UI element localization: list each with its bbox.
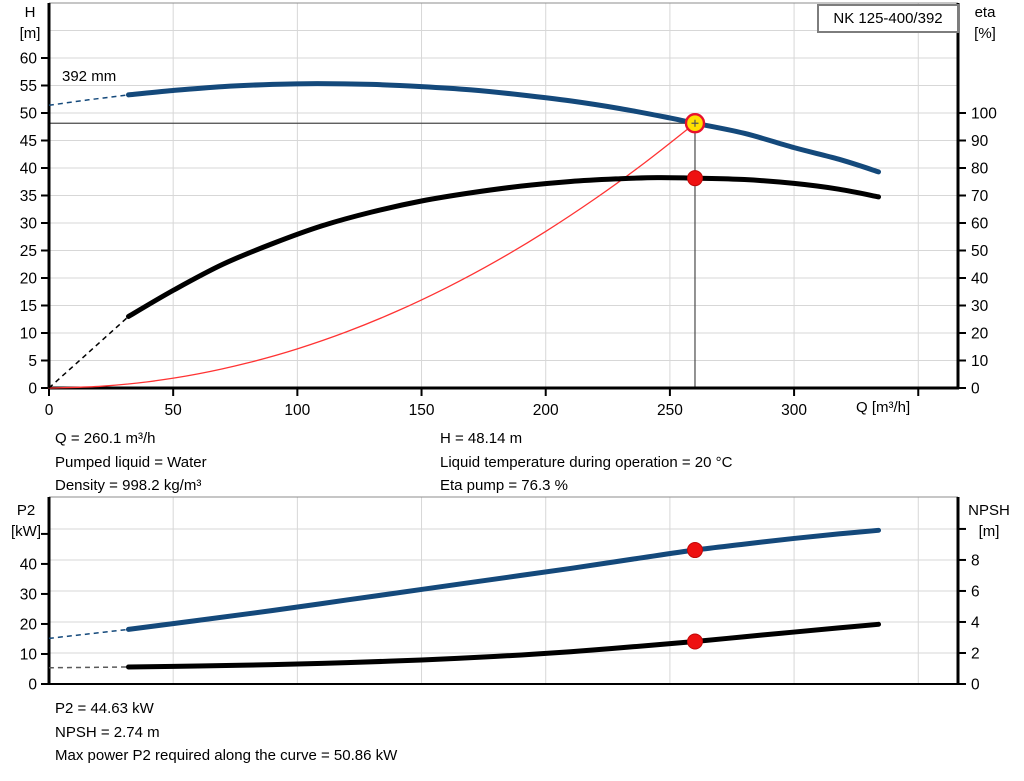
y-right-tick-label: 4 xyxy=(971,614,980,631)
y-left-tick-label: 55 xyxy=(20,78,37,95)
efficiency-curve-dashed xyxy=(48,315,129,389)
npsh-point-marker[interactable] xyxy=(686,633,703,650)
q-axis-title: Q [m³/h] xyxy=(856,399,911,416)
y-right-tick-label: 8 xyxy=(971,552,980,569)
info-density: Density = 998.2 kg/m³ xyxy=(55,477,202,494)
x-tick-label: 300 xyxy=(781,402,807,419)
info-eta-pump: Eta pump = 76.3 % xyxy=(440,477,568,494)
y-left-tick-label: 40 xyxy=(20,556,38,573)
info-npsh: NPSH = 2.74 m xyxy=(55,724,160,741)
system-curve xyxy=(48,122,696,389)
x-tick-label: 50 xyxy=(165,402,183,419)
qh-chart: 0 5 10 15 20 25 30 35 40 45 50 55 60 0 10 20 30 40 50 60 70 8… xyxy=(20,2,997,419)
eta-axis-title-line2: [%] xyxy=(974,25,996,42)
x-tick-label: 250 xyxy=(657,402,683,419)
y-right-tick-label: 100 xyxy=(971,106,997,123)
y-right-tick-label: 50 xyxy=(971,243,989,260)
x-tick-label: 150 xyxy=(409,402,435,419)
info-pumped-liquid: Pumped liquid = Water xyxy=(55,454,207,471)
duty-point-cross-icon xyxy=(691,119,699,127)
npsh-axis-title-line1: NPSH xyxy=(968,502,1010,519)
y-left-tick-label: 15 xyxy=(20,298,37,315)
y-left-tick-label: 60 xyxy=(20,51,38,68)
npsh-axis-title-line2: [m] xyxy=(978,523,1000,540)
efficiency-curve[interactable] xyxy=(125,175,882,319)
y-right-tick-label: 30 xyxy=(971,298,989,315)
x-tick-label: 100 xyxy=(284,402,310,419)
h-axis-title-line1: H xyxy=(24,4,36,21)
y-left-tick-label: 5 xyxy=(28,353,37,370)
p2-point-marker[interactable] xyxy=(686,542,703,559)
p2-curve-dashed xyxy=(48,628,129,640)
y-left-tick-label: 30 xyxy=(20,216,38,233)
duty-point-marker[interactable] xyxy=(684,113,706,134)
impeller-diameter-label: 392 mm xyxy=(62,68,117,85)
y-left-tick-label: 20 xyxy=(20,616,38,633)
head-curve-392mm[interactable] xyxy=(125,81,882,175)
p2-axis-title-line1: P2 xyxy=(16,502,36,519)
y-left-tick-label: 40 xyxy=(20,161,38,178)
head-curve-392mm-dashed xyxy=(48,94,129,107)
x-tick-label: 0 xyxy=(45,402,54,419)
eta-axis-title-line1: eta xyxy=(974,4,996,21)
info-q: Q = 260.1 m³/h xyxy=(55,430,156,447)
p2-curve[interactable] xyxy=(125,527,882,632)
y-right-tick-label: 60 xyxy=(971,216,989,233)
pump-model-badge: NK 125-400/392 xyxy=(817,4,959,33)
info-max-p2: Max power P2 required along the curve = … xyxy=(55,747,398,764)
y-left-tick-label: 45 xyxy=(20,133,37,150)
eta-axis-title: eta [%] xyxy=(962,2,1008,44)
p2-axis-title: P2 [kW] xyxy=(4,500,48,542)
info-liquid-temp: Liquid temperature during operation = 20… xyxy=(440,454,733,471)
gridlines xyxy=(49,3,958,388)
y-left-tick-label: 25 xyxy=(20,243,37,260)
y-right-tick-label: 40 xyxy=(971,271,989,288)
efficiency-point-marker[interactable] xyxy=(686,170,703,187)
h-axis-title-line2: [m] xyxy=(19,25,41,42)
y-left-tick-label: 35 xyxy=(20,188,37,205)
y-left-tick-label: 50 xyxy=(20,106,38,123)
y-right-tick-label: 20 xyxy=(971,326,989,343)
y-left-tick-label: 20 xyxy=(20,271,38,288)
y-left-tick-label: 10 xyxy=(20,326,38,343)
y-right-tick-label: 0 xyxy=(971,677,980,694)
info-h: H = 48.14 m xyxy=(440,430,523,447)
npsh-curve[interactable] xyxy=(125,621,882,670)
y-right-tick-label: 0 xyxy=(971,381,980,398)
y-left-tick-label: 30 xyxy=(20,586,38,603)
npsh-axis-title: NPSH [m] xyxy=(960,500,1018,542)
y-right-tick-label: 80 xyxy=(971,161,989,178)
npsh-curve-dashed xyxy=(48,666,129,669)
info-p2: P2 = 44.63 kW xyxy=(55,700,154,717)
y-right-tick-label: 6 xyxy=(971,583,980,600)
y-right-tick-label: 90 xyxy=(971,133,989,150)
power-npsh-chart: 0 10 20 30 40 0 2 4 6 8 xyxy=(20,496,980,694)
h-axis-title: H [m] xyxy=(12,2,48,44)
y-right-tick-label: 70 xyxy=(971,188,989,205)
y-left-tick-label: 0 xyxy=(28,381,37,398)
y-left-tick-label: 10 xyxy=(20,646,38,663)
y-right-tick-label: 2 xyxy=(971,645,980,662)
y-right-tick-label: 10 xyxy=(971,353,989,370)
p2-axis-title-line2: [kW] xyxy=(11,523,41,540)
x-tick-label: 200 xyxy=(533,402,559,419)
y-left-tick-label: 0 xyxy=(28,677,37,694)
